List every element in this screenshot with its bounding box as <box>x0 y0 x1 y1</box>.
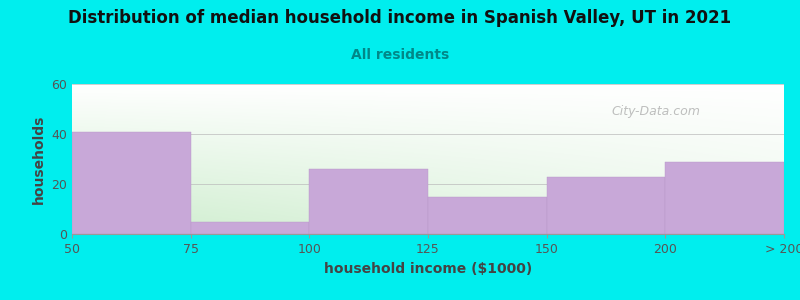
Bar <box>72 131 190 234</box>
X-axis label: household income ($1000): household income ($1000) <box>324 262 532 276</box>
Y-axis label: households: households <box>32 114 46 204</box>
Text: Distribution of median household income in Spanish Valley, UT in 2021: Distribution of median household income … <box>69 9 731 27</box>
Bar <box>428 196 546 234</box>
Bar <box>546 176 666 234</box>
Bar <box>190 221 310 234</box>
Bar <box>310 169 428 234</box>
Text: All residents: All residents <box>351 48 449 62</box>
Bar <box>666 161 784 234</box>
Text: City-Data.com: City-Data.com <box>611 104 700 118</box>
